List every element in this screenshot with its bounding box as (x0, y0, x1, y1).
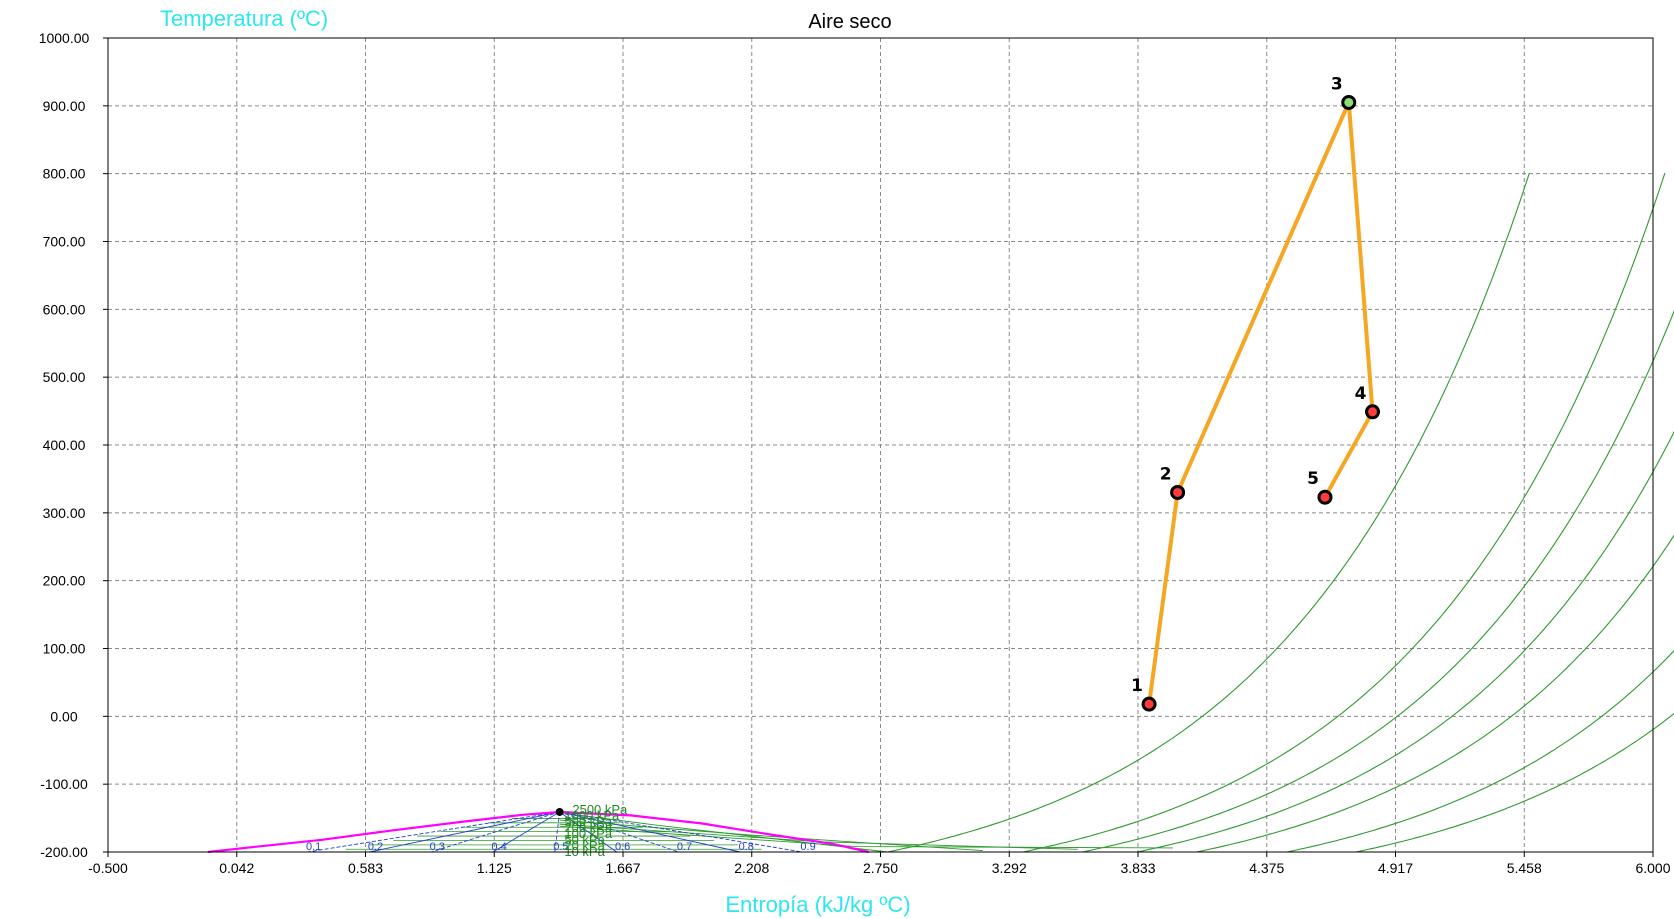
cycle: 1 2 3 4 5 (1131, 74, 1381, 712)
saturation-dome: 0.1 0.2 0.3 0.4 0.5 0.6 0.7 0.8 0.9 2500 kPa1000 … (207, 802, 869, 859)
isobar-label: 2500 kPa (572, 802, 628, 817)
quality-label: 0.7 (677, 841, 692, 853)
quality-label: 0.3 (430, 841, 445, 853)
cycle-point-1 (1141, 696, 1157, 712)
x-tick-label: 4.375 (1249, 860, 1284, 876)
cycle-point-label: 2 (1160, 464, 1172, 484)
isobar-label: 20 kPa (564, 838, 605, 853)
y-tick-label: -200.00 (40, 844, 88, 860)
x-tick-label: 3.292 (992, 860, 1027, 876)
x-tick-label: 0.583 (348, 860, 383, 876)
axis-ticks: -0.500 0.042 0.583 1.125 1.667 2.208 2.750 3.29… (39, 30, 1671, 876)
x-tick-label: 4.917 (1378, 860, 1413, 876)
quality-line (559, 811, 617, 853)
x-tick-label: 5.458 (1507, 860, 1542, 876)
isobar-label: 200 kPa (564, 820, 612, 835)
x-tick-label: 3.833 (1120, 860, 1155, 876)
cycle-point-label: 4 (1355, 384, 1367, 404)
y-tick-label: 0.00 (50, 708, 77, 724)
quality-line (559, 811, 679, 853)
x-tick-label: 2.208 (734, 860, 769, 876)
isobar-label: 100 kPa (564, 826, 612, 841)
x-tick-label: 2.750 (863, 860, 898, 876)
cycle-point-3 (1341, 94, 1357, 110)
x-tick-label: 1.667 (605, 860, 640, 876)
grid (108, 38, 1653, 852)
quality-label: 0.4 (491, 841, 506, 853)
y-tick-label: 800.00 (43, 166, 86, 182)
isobars (559, 172, 1674, 853)
cycle-point-2 (1170, 484, 1186, 500)
cycle-point-label: 1 (1131, 676, 1143, 696)
cycle-point-4 (1365, 404, 1381, 420)
saturation-curve (207, 810, 869, 854)
chart-title: Aire seco (808, 11, 891, 33)
y-tick-label: 500.00 (43, 369, 86, 385)
x-tick-label: 1.125 (477, 860, 512, 876)
isobar-line (559, 825, 1173, 849)
isobar-label: 50 kPa (564, 832, 605, 847)
y-tick-label: 200.00 (43, 573, 86, 589)
isobar-label: 10 kPa (564, 844, 605, 859)
quality-line (369, 811, 560, 853)
isobar-line (887, 172, 1530, 853)
isobar-line (1286, 650, 1674, 853)
x-tick-label: -0.500 (88, 860, 128, 876)
y-tick-label: 1000.00 (39, 30, 90, 46)
isobar-line (1196, 534, 1674, 853)
quality-label: 0.8 (739, 841, 754, 853)
isobar-line (1022, 172, 1666, 853)
y-tick-label: 700.00 (43, 234, 86, 250)
cycle-point-label: 3 (1331, 74, 1343, 94)
isobar-line (559, 819, 983, 852)
x-tick-label: 6.000 (1635, 860, 1670, 876)
isobar-line (1137, 430, 1674, 853)
x-tick-label: 0.042 (219, 860, 254, 876)
quality-line (559, 811, 803, 853)
quality-line (559, 811, 741, 853)
quality-label: 0.2 (368, 841, 383, 853)
isobar-label: 500 kPa (564, 814, 612, 829)
y-tick-label: 900.00 (43, 98, 86, 114)
isobar-line (1355, 713, 1674, 853)
quality-line (307, 811, 560, 853)
x-axis-label: Entropía (kJ/kg ºC) (725, 892, 910, 917)
quality-line (431, 811, 560, 853)
y-tick-label: -100.00 (40, 776, 88, 792)
quality-line (492, 811, 560, 853)
critical-point-marker (555, 807, 564, 816)
plot-frame (107, 37, 1654, 853)
y-tick-label: 100.00 (43, 641, 86, 657)
y-tick-label: 600.00 (43, 301, 86, 317)
y-tick-label: 400.00 (43, 437, 86, 453)
cycle-point-label: 5 (1307, 469, 1319, 489)
isobar-label: 1000 kPa (564, 808, 620, 823)
y-axis-label: Temperatura (ºC) (160, 6, 328, 31)
quality-label: 0.5 (553, 841, 568, 853)
cycle-point-5 (1317, 489, 1333, 505)
isobar-line (559, 823, 1078, 850)
cycle-line (1147, 100, 1375, 705)
isobar-line (1082, 310, 1674, 853)
quality-label: 0.1 (306, 841, 321, 853)
quality-label: 0.9 (800, 841, 815, 853)
quality-label: 0.6 (615, 841, 630, 853)
y-tick-label: 300.00 (43, 505, 86, 521)
